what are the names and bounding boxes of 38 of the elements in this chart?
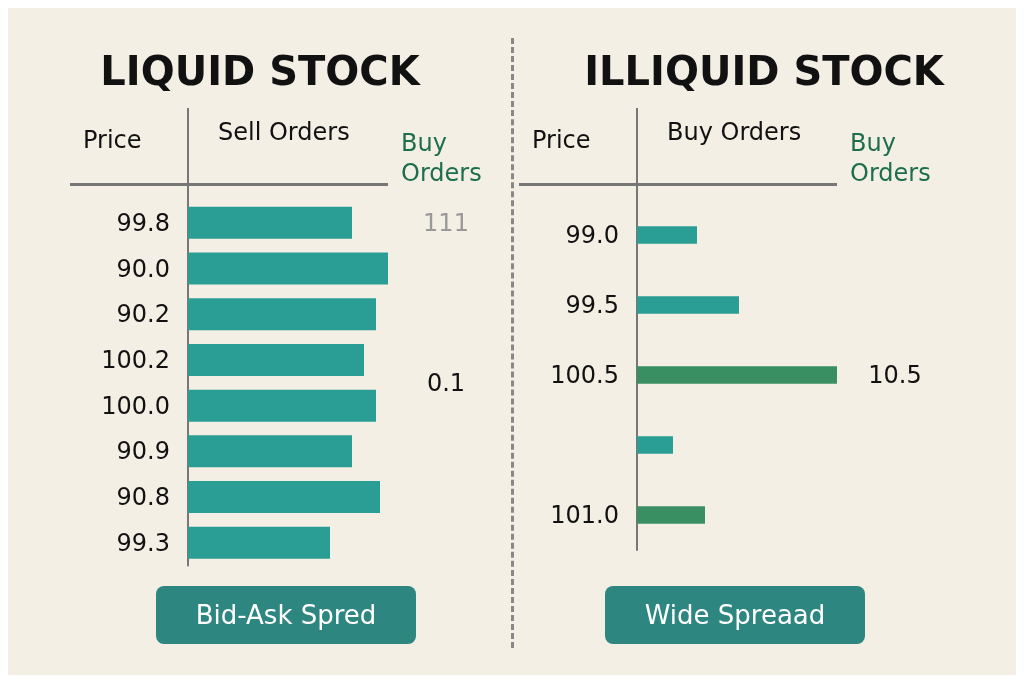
y-axis-title: Price [83,126,142,154]
y-tick-label: 90.2 [116,300,170,329]
y-tick-label: 100.0 [101,391,170,420]
x-axis-title: Sell Orders [218,118,350,146]
y-tick-label: 100.5 [550,361,619,389]
text: 0.1 [426,368,466,397]
y-axis-title: Price [532,126,591,154]
y2-axis-title: Buy Orders [850,129,931,187]
bar [188,298,376,331]
y-tick-label: 90.9 [116,437,170,466]
bar [188,526,330,559]
text: Bid-Ask Spred [156,586,416,644]
bar [188,435,352,468]
bar [637,296,739,314]
y-tick-label: 99.3 [116,528,170,557]
bar [188,252,388,285]
text: 10.5 [868,361,922,389]
y-tick-label: 99.8 [116,208,170,237]
chart-title: LIQUID STOCK [100,48,422,94]
y-tick-label: 101.0 [550,501,619,529]
text: 111 [423,208,469,237]
x-axis-title: Buy Orders [667,118,802,146]
y-tick-label: 100.2 [101,345,170,374]
bar [637,436,673,454]
bar [188,206,352,239]
bar [188,389,376,422]
y-tick-label: 99.5 [565,291,619,319]
bar [188,343,364,376]
y-tick-label: 90.8 [116,483,170,512]
bar [637,506,705,524]
bar [637,366,837,384]
y-tick-label: 90.0 [116,254,170,283]
bar [188,481,380,514]
y2-axis-title: Buy Orders [401,129,482,187]
y-tick-label: 99.0 [565,221,619,249]
text: Wide Spreaad [605,586,865,644]
chart-title: ILLIQUID STOCK [584,48,946,94]
bar [637,226,697,244]
